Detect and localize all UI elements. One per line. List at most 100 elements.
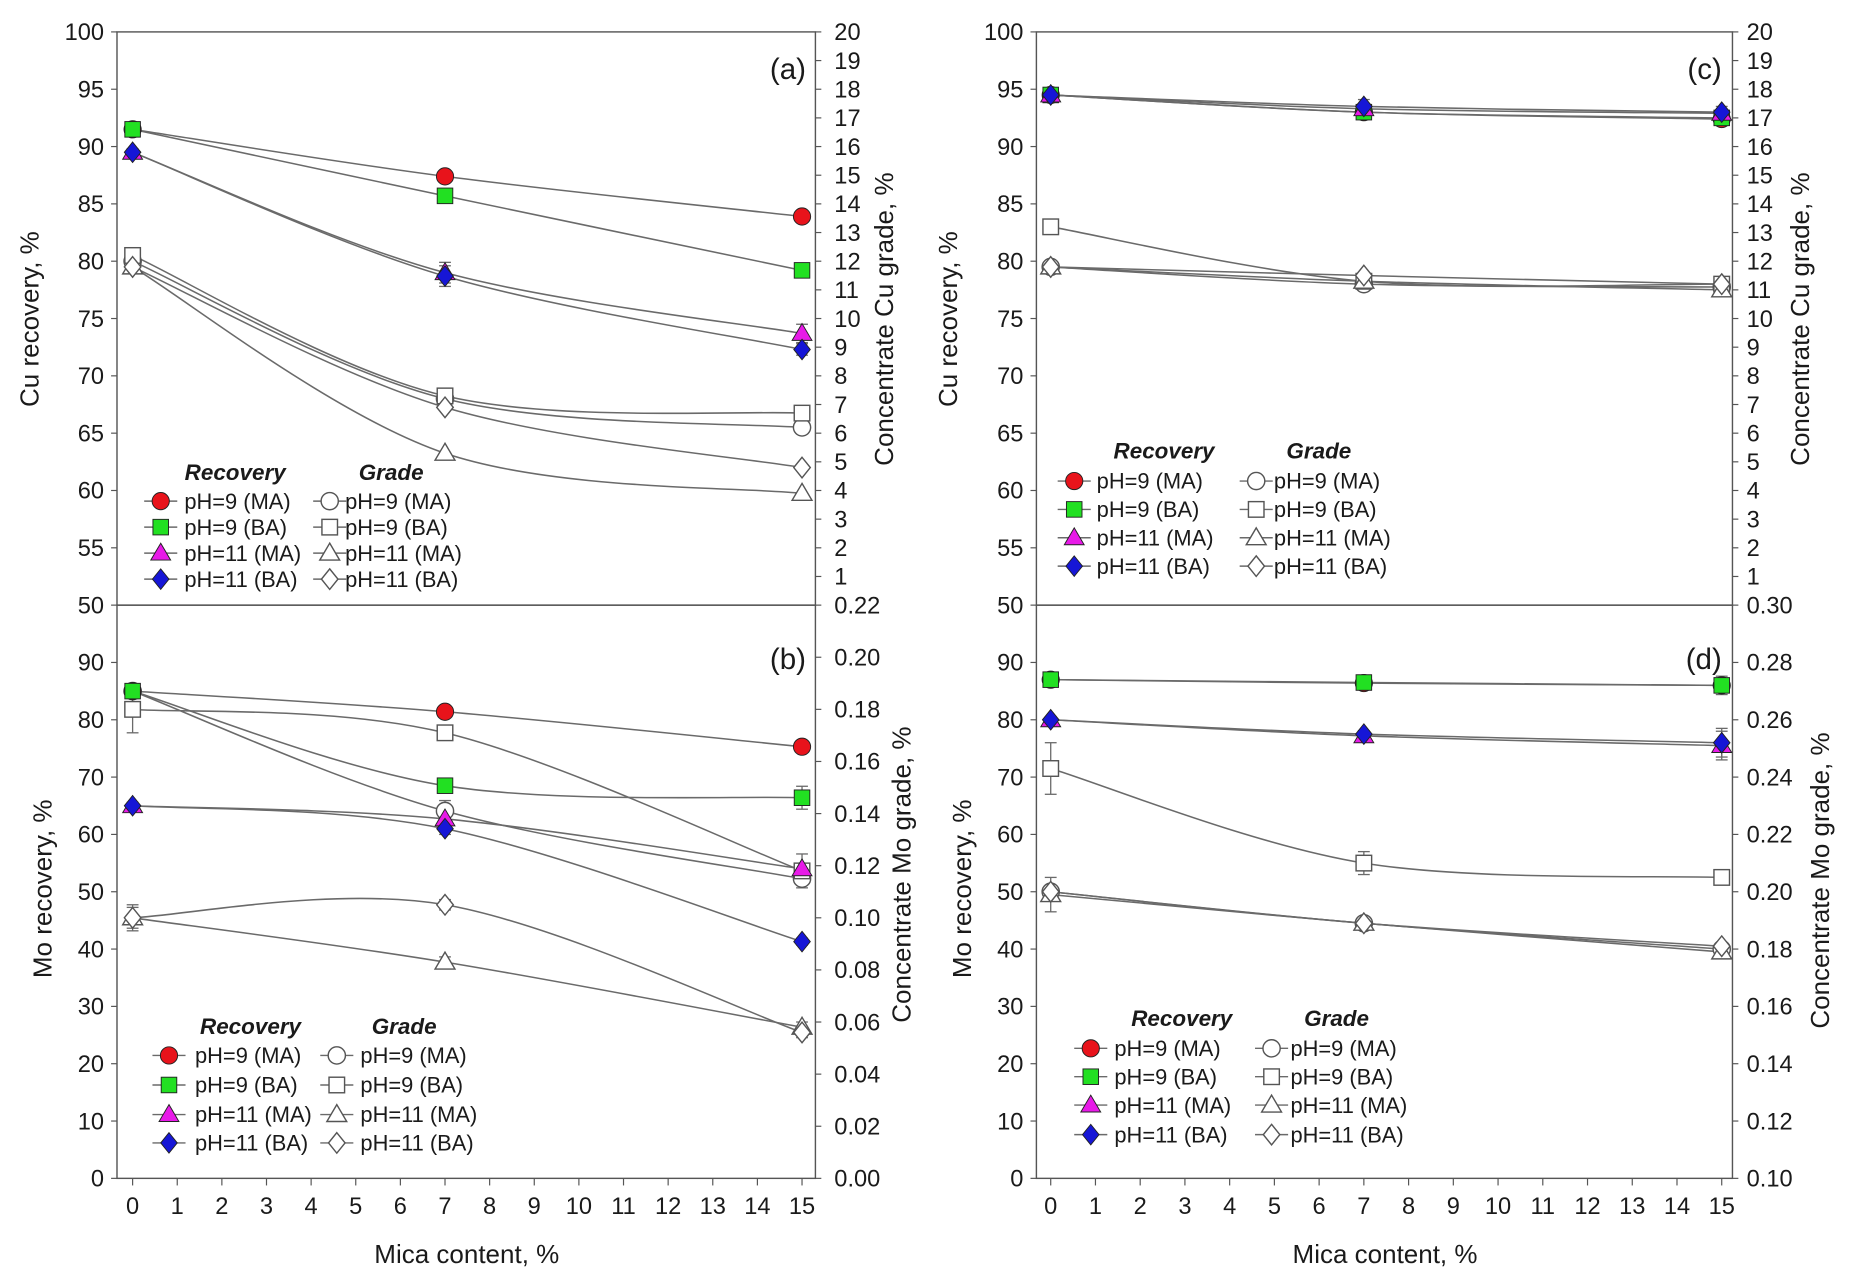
legend-marker-c-grade-ph-11-ba [1247, 554, 1266, 578]
x-tick-label-b: 8 [483, 1194, 496, 1220]
point-a-recovery-ph-9-ba-1 [436, 187, 454, 205]
y-tick-label-c: 60 [997, 479, 1023, 505]
legend-label-d-recovery-ph-11-ma: pH=11 (MA) [1114, 1093, 1231, 1118]
point-b-recovery-ph-9-ba-1 [436, 777, 454, 794]
legend-marker-c-recovery-ph-11-ma [1063, 526, 1085, 546]
legend-label-c-grade-ph-9-ma: pH=9 (MA) [1274, 469, 1380, 494]
legend-label-d-recovery-ph-11-ba: pH=11 (BA) [1114, 1122, 1227, 1147]
legend-label-c-recovery-ph-11-ba: pH=11 (BA) [1097, 554, 1210, 579]
legend-label-a-recovery-ph-11-ma: pH=11 (MA) [184, 541, 301, 566]
y-tick-label-a: 50 [78, 593, 104, 619]
y2-tick-label-a: 10 [834, 307, 860, 333]
legend-label-b-recovery-ph-11-ba: pH=11 (BA) [195, 1131, 308, 1156]
legend-marker-a-recovery-ph-11-ma [149, 542, 172, 561]
point-a-recovery-ph-11-ba-2 [793, 338, 811, 361]
legend-marker-a-grade-ph-9-ba [321, 518, 339, 536]
y-tick-label-b: 70 [78, 765, 104, 791]
y2-tick-label-c: 11 [1747, 278, 1772, 304]
point-d-recovery-ph-9-ba-2 [1713, 677, 1730, 694]
legend-marker-a-recovery-ph-9-ba [152, 518, 169, 536]
legend-title-grade-c: Grade [1286, 439, 1351, 464]
legend-marker-c-recovery-ph-9-ma [1065, 471, 1084, 491]
legend-title-grade-d: Grade [1304, 1006, 1369, 1031]
x-axis-title-b: Mica content, % [374, 1239, 559, 1269]
y-tick-label-c: 75 [997, 307, 1023, 333]
y2-tick-label-a: 2 [834, 536, 847, 562]
x-tick-label-d: 9 [1447, 1194, 1460, 1220]
legend-marker-b-grade-ph-11-ma [325, 1103, 348, 1123]
y2-tick-label-d: 0.16 [1747, 995, 1793, 1021]
legend-marker-a-recovery-ph-11-ba [151, 568, 170, 591]
y-tick-label-a: 55 [78, 536, 104, 562]
legend-marker-d-grade-ph-9-ba [1263, 1068, 1281, 1086]
point-b-grade-ph-11-ba-1 [435, 893, 455, 917]
y2-tick-label-d: 0.26 [1747, 708, 1793, 734]
y-tick-label-b: 10 [78, 1109, 104, 1135]
legend-label-b-grade-ph-11-ma: pH=11 (MA) [360, 1102, 477, 1127]
y-tick-label-a: 100 [65, 20, 104, 46]
legend-label-b-recovery-ph-9-ba: pH=9 (BA) [195, 1073, 298, 1098]
point-d-grade-ph-11-ba-2 [1712, 934, 1731, 958]
y2-tick-label-a: 16 [834, 135, 860, 161]
x-tick-label-d: 7 [1357, 1194, 1370, 1220]
y2-tick-label-d: 0.20 [1747, 880, 1793, 906]
y-tick-label-d: 20 [997, 1052, 1023, 1078]
point-b-grade-ph-11-ba-2 [792, 1021, 812, 1044]
y-tick-label-b: 40 [78, 937, 104, 963]
y2-tick-label-c: 17 [1747, 106, 1773, 132]
y-tick-label-d: 50 [997, 880, 1023, 906]
point-d-grade-ph-11-ba-1 [1354, 911, 1374, 935]
legend-marker-b-grade-ph-11-ba [327, 1131, 346, 1155]
x-tick-label-b: 7 [438, 1194, 451, 1220]
markers-a [121, 120, 814, 502]
markers-b [121, 681, 814, 1044]
point-b-grade-ph-9-ba-1 [436, 724, 454, 742]
point-b-grade-ph-11-ba-0 [123, 906, 142, 930]
y2-tick-label-d: 0.12 [1747, 1109, 1793, 1135]
point-b-recovery-ph-11-ba-1 [436, 817, 454, 840]
y-tick-label-d: 60 [997, 823, 1023, 849]
y2-tick-label-c: 2 [1747, 536, 1760, 562]
legend-label-d-grade-ph-11-ma: pH=11 (MA) [1290, 1093, 1407, 1118]
y2-tick-label-a: 1 [834, 565, 847, 591]
legend-marker-b-grade-ph-9-ba [328, 1076, 346, 1094]
x-tick-label-b: 10 [566, 1194, 592, 1220]
y2-tick-label-c: 12 [1747, 249, 1773, 275]
y-tick-label-b: 0 [91, 1167, 104, 1193]
y-axis-title-a: Cu recovery, % [15, 231, 45, 407]
y2-tick-label-b: 0.14 [834, 802, 880, 828]
legend-marker-a-recovery-ph-9-ma [151, 492, 170, 511]
markers-c [1039, 83, 1733, 298]
point-a-recovery-ph-9-ba-0 [124, 121, 141, 138]
y2-tick-label-c: 5 [1747, 450, 1760, 476]
x-tick-label-b: 13 [700, 1194, 726, 1220]
x-tick-label-b: 5 [349, 1194, 362, 1220]
y-tick-label-d: 90 [997, 651, 1023, 677]
legend-marker-b-recovery-ph-9-ma [159, 1046, 179, 1065]
legend-label-d-recovery-ph-9-ma: pH=9 (MA) [1114, 1036, 1220, 1061]
x-tick-label-d: 11 [1531, 1194, 1556, 1220]
legend-marker-b-grade-ph-9-ma [327, 1046, 347, 1065]
legend-marker-c-recovery-ph-9-ba [1065, 501, 1083, 518]
y-tick-label-d: 0 [1010, 1167, 1023, 1193]
point-c-recovery-ph-11-ba-1 [1354, 95, 1373, 118]
legend-label-c-recovery-ph-9-ba: pH=9 (BA) [1097, 497, 1200, 522]
point-a-recovery-ph-11-ba-0 [123, 141, 142, 164]
legend-label-b-grade-ph-11-ba: pH=11 (BA) [360, 1131, 473, 1156]
point-c-recovery-ph-11-ba-0 [1041, 83, 1060, 106]
point-b-recovery-ph-11-ba-2 [793, 930, 811, 953]
point-b-recovery-ph-9-ba-0 [124, 682, 141, 700]
y-axis-title-d: Mo recovery, % [947, 799, 977, 978]
y2-tick-label-c: 19 [1747, 49, 1773, 75]
y-tick-label-a: 80 [78, 249, 104, 275]
y2-tick-label-d: 0.10 [1747, 1167, 1793, 1193]
panel-c: 5055606570758085909510012345678910111213… [933, 20, 1815, 619]
legend-b: Recovery Grade pH=9 (MA) pH=9 (BA) pH=11 (MA… [152, 1014, 477, 1156]
x-tick-label-d: 6 [1313, 1194, 1326, 1220]
legend-label-c-recovery-ph-9-ma: pH=9 (MA) [1097, 469, 1203, 494]
legend-marker-d-recovery-ph-11-ba [1081, 1123, 1100, 1146]
x-tick-label-b: 2 [215, 1194, 228, 1220]
legend-marker-d-recovery-ph-11-ma [1080, 1094, 1102, 1113]
legend-marker-b-recovery-ph-9-ba [160, 1076, 178, 1094]
y2-tick-label-a: 15 [834, 163, 860, 189]
